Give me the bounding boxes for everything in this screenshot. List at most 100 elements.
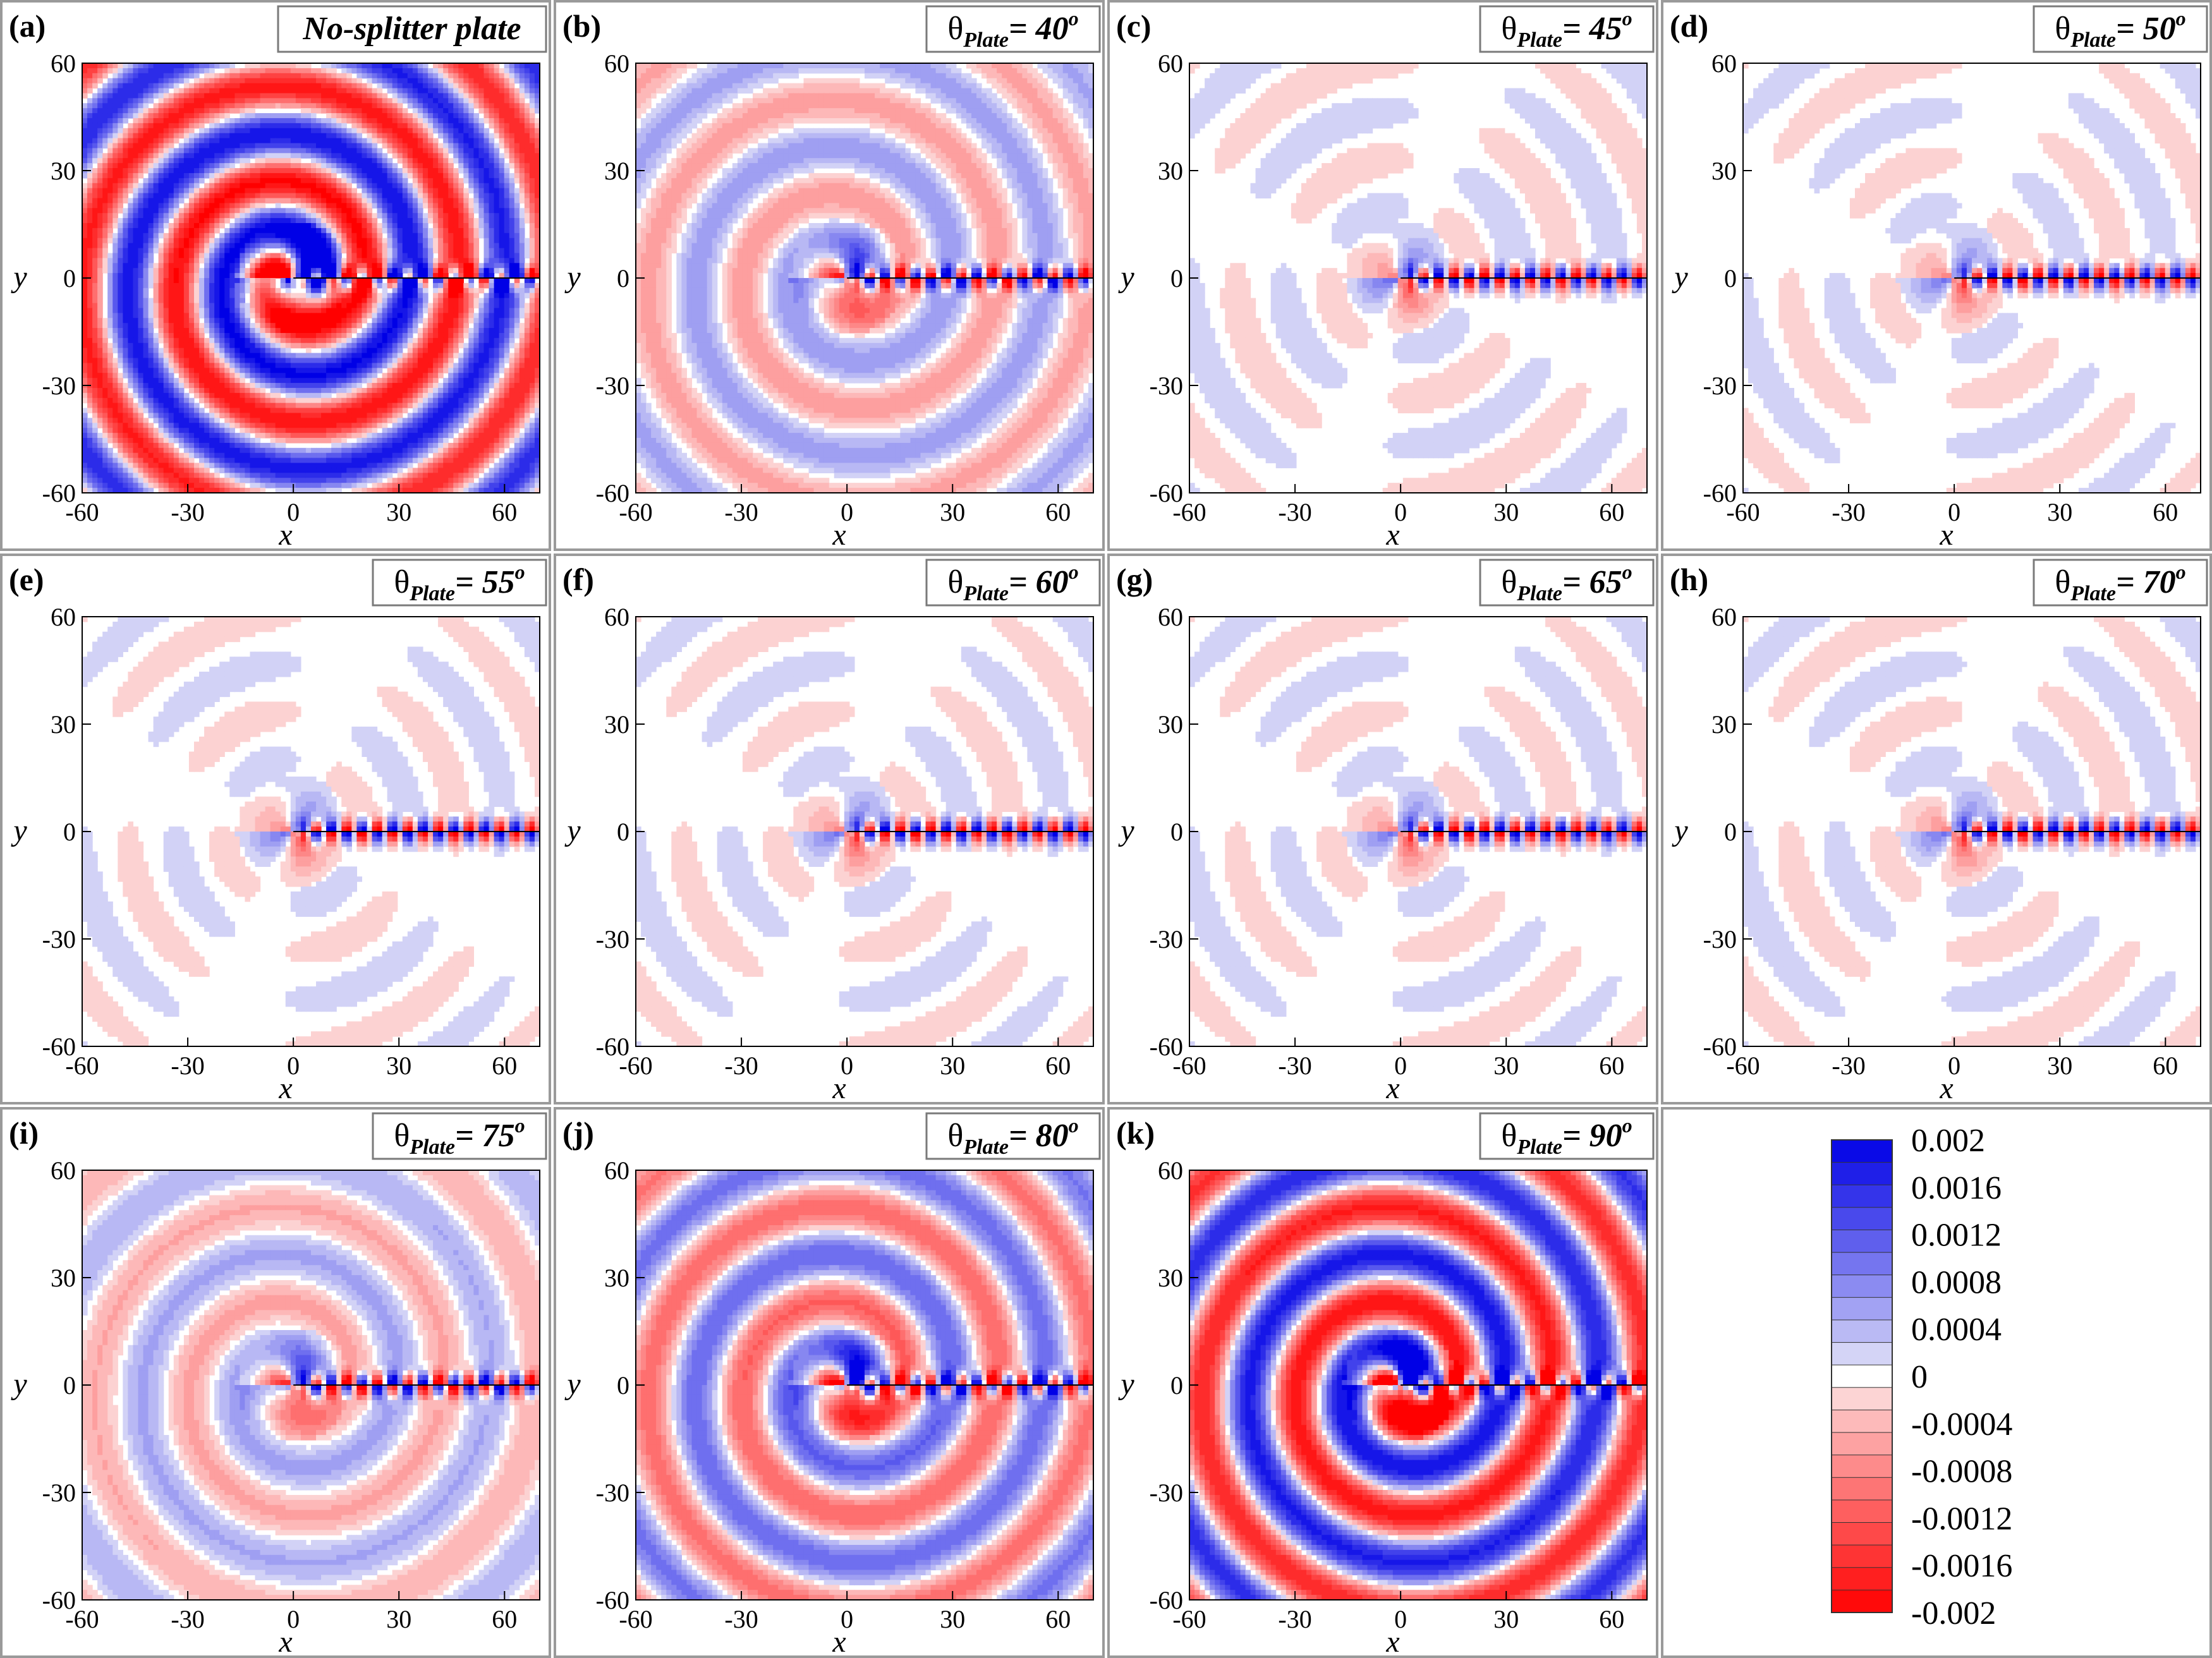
field-cell <box>280 323 286 329</box>
field-cell <box>489 88 495 94</box>
field-cell <box>321 178 327 184</box>
field-cell <box>240 208 246 214</box>
field-cell <box>102 68 108 74</box>
field-cell <box>514 88 520 94</box>
field-cell <box>417 158 423 164</box>
field-cell <box>372 342 378 349</box>
field-cell <box>473 198 480 203</box>
field-cell <box>204 258 210 263</box>
field-cell <box>270 208 276 214</box>
field-cell <box>199 108 205 114</box>
field-cell <box>529 193 535 199</box>
field-cell <box>183 158 190 164</box>
field-cell <box>123 313 128 318</box>
field-cell <box>504 168 510 174</box>
field-cell <box>173 133 179 139</box>
field-cell <box>311 98 317 104</box>
field-cell <box>311 78 317 84</box>
field-cell <box>199 218 205 224</box>
field-cell <box>367 188 373 194</box>
field-cell <box>224 138 230 144</box>
field-cell <box>280 243 286 249</box>
field-cell <box>458 282 464 289</box>
field-cell <box>183 328 190 334</box>
field-cell <box>377 303 383 309</box>
field-cell <box>402 223 408 229</box>
field-cell <box>295 168 301 174</box>
field-cell <box>362 103 368 109</box>
field-cell <box>321 172 327 179</box>
field-cell <box>321 83 327 89</box>
field-cell <box>209 163 215 169</box>
field-cell <box>443 328 449 334</box>
field-cell <box>438 73 444 79</box>
field-cell <box>407 313 413 318</box>
field-cell <box>240 328 246 334</box>
field-cell <box>153 342 159 349</box>
field-cell <box>438 298 444 304</box>
field-cell <box>362 318 368 324</box>
field-cell <box>438 342 444 349</box>
field-cell <box>534 223 540 229</box>
field-cell <box>209 332 215 339</box>
field-cell <box>168 323 174 329</box>
field-cell <box>382 108 388 114</box>
field-cell <box>509 163 515 169</box>
field-cell <box>463 287 469 294</box>
field-cell <box>158 337 164 344</box>
field-cell <box>199 282 205 289</box>
field-cell <box>382 273 388 279</box>
field-cell <box>478 278 485 284</box>
field-cell <box>402 263 408 269</box>
field-cell <box>224 258 230 263</box>
field-cell <box>509 337 515 344</box>
field-cell <box>183 303 190 309</box>
field-cell <box>443 172 449 179</box>
field-cell <box>321 168 327 174</box>
field-cell <box>402 148 408 154</box>
field-cell <box>204 223 210 229</box>
field-cell <box>372 227 378 234</box>
field-cell <box>514 168 520 174</box>
field-cell <box>478 63 485 69</box>
field-cell <box>112 337 118 344</box>
field-cell <box>183 193 190 199</box>
field-cell <box>519 273 525 279</box>
field-cell <box>519 103 525 109</box>
field-cell <box>285 153 291 159</box>
field-cell <box>123 282 128 289</box>
field-cell <box>478 103 485 109</box>
field-cell <box>224 118 230 124</box>
field-cell <box>250 348 256 354</box>
field-cell <box>316 188 322 194</box>
field-cell <box>499 168 505 174</box>
field-cell <box>321 268 327 274</box>
field-cell <box>280 278 286 284</box>
field-cell <box>255 323 261 329</box>
field-cell <box>270 342 276 349</box>
field-cell <box>163 263 169 269</box>
field-cell <box>402 253 408 258</box>
field-cell <box>250 172 256 179</box>
field-cell <box>489 282 495 289</box>
field-cell <box>529 118 535 124</box>
field-cell <box>245 238 251 244</box>
field-cell <box>123 98 128 104</box>
field-cell <box>305 208 312 214</box>
field-cell <box>133 93 139 99</box>
field-cell <box>250 183 256 189</box>
field-cell <box>173 303 179 309</box>
field-cell <box>326 83 332 89</box>
field-cell <box>341 223 347 229</box>
field-cell <box>367 303 373 309</box>
field-cell <box>295 183 301 189</box>
field-cell <box>275 93 281 99</box>
field-cell <box>468 298 475 304</box>
field-cell <box>372 243 378 249</box>
field-cell <box>438 68 444 74</box>
field-cell <box>428 253 434 258</box>
field-cell <box>118 158 123 164</box>
field-cell <box>397 273 403 279</box>
field-cell <box>82 318 88 324</box>
field-cell <box>128 163 134 169</box>
